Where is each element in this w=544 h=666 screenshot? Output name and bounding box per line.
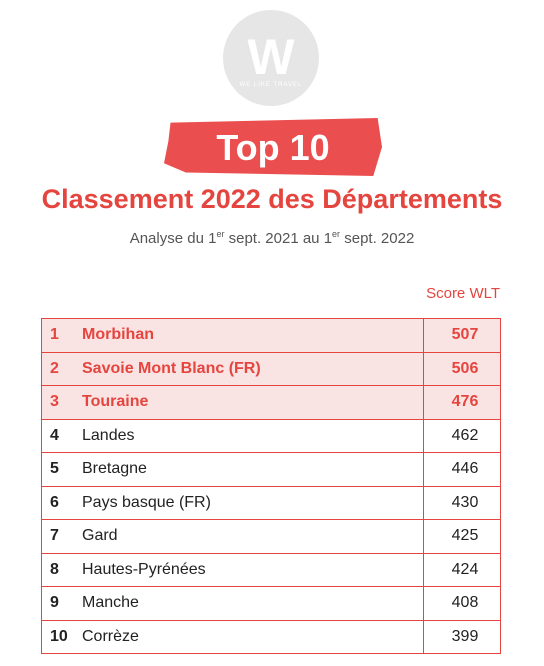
table-row: 8 Hautes-Pyrénées 424 bbox=[41, 552, 501, 587]
table-row: 5 Bretagne 446 bbox=[41, 452, 501, 487]
rank-cell: 5 bbox=[41, 452, 80, 487]
name-cell: Bretagne bbox=[80, 452, 424, 487]
table-row: 6 Pays basque (FR) 430 bbox=[41, 485, 501, 520]
rank-cell: 7 bbox=[41, 519, 80, 554]
page-title: Classement 2022 des Départements bbox=[41, 184, 503, 214]
table-row: 1 Morbihan 507 bbox=[41, 318, 501, 353]
rank-cell: 9 bbox=[41, 586, 80, 621]
name-cell: Savoie Mont Blanc (FR) bbox=[80, 351, 424, 386]
rank-cell: 10 bbox=[41, 619, 80, 654]
subtitle-sup2: er bbox=[332, 229, 341, 239]
name-cell: Manche bbox=[80, 586, 424, 621]
score-cell: 399 bbox=[423, 619, 501, 654]
table-row: 10 Corrèze 399 bbox=[41, 619, 501, 654]
table-row: 9 Manche 408 bbox=[41, 586, 501, 621]
name-cell: Landes bbox=[80, 418, 424, 453]
score-cell: 425 bbox=[423, 519, 501, 554]
rank-cell: 2 bbox=[41, 351, 80, 386]
table-row: 2 Savoie Mont Blanc (FR) 506 bbox=[41, 351, 501, 386]
subtitle-part2: sept. 2021 au 1 bbox=[224, 230, 333, 247]
rank-cell: 6 bbox=[41, 485, 80, 520]
subtitle-part3: sept. 2022 bbox=[340, 230, 415, 247]
name-cell: Gard bbox=[80, 519, 424, 554]
score-cell: 408 bbox=[423, 586, 501, 621]
name-cell: Corrèze bbox=[80, 619, 424, 654]
we-like-travel-logo: W WE LIKE TRAVEL bbox=[223, 10, 319, 106]
score-cell: 430 bbox=[423, 485, 501, 520]
brush-banner bbox=[164, 118, 382, 176]
subtitle-sup1: er bbox=[216, 229, 225, 239]
score-cell: 507 bbox=[423, 318, 501, 353]
score-cell: 506 bbox=[423, 351, 501, 386]
score-column-header: Score WLT bbox=[426, 285, 500, 302]
score-cell: 462 bbox=[423, 418, 501, 453]
score-cell: 446 bbox=[423, 452, 501, 487]
logo-tagline: WE LIKE TRAVEL bbox=[239, 82, 303, 88]
rank-cell: 3 bbox=[41, 385, 80, 420]
score-cell: 424 bbox=[423, 552, 501, 587]
rank-cell: 4 bbox=[41, 418, 80, 453]
table-row: 3 Touraine 476 bbox=[41, 385, 501, 420]
name-cell: Morbihan bbox=[80, 318, 424, 353]
table-row: 4 Landes 462 bbox=[41, 418, 501, 453]
banner-label: Top 10 bbox=[216, 127, 330, 168]
rank-cell: 1 bbox=[41, 318, 80, 353]
name-cell: Hautes-Pyrénées bbox=[80, 552, 424, 587]
name-cell: Pays basque (FR) bbox=[80, 485, 424, 520]
score-cell: 476 bbox=[423, 385, 501, 420]
table-row: 7 Gard 425 bbox=[41, 519, 501, 554]
subtitle-part1: Analyse du 1 bbox=[129, 230, 217, 247]
rank-cell: 8 bbox=[41, 552, 80, 587]
page-subtitle: Analyse du 1er sept. 2021 au 1er sept. 2… bbox=[0, 229, 544, 247]
ranking-table: 1 Morbihan 507 2 Savoie Mont Blanc (FR) … bbox=[41, 318, 501, 654]
name-cell: Touraine bbox=[80, 385, 424, 420]
logo-letter: W bbox=[247, 29, 295, 85]
